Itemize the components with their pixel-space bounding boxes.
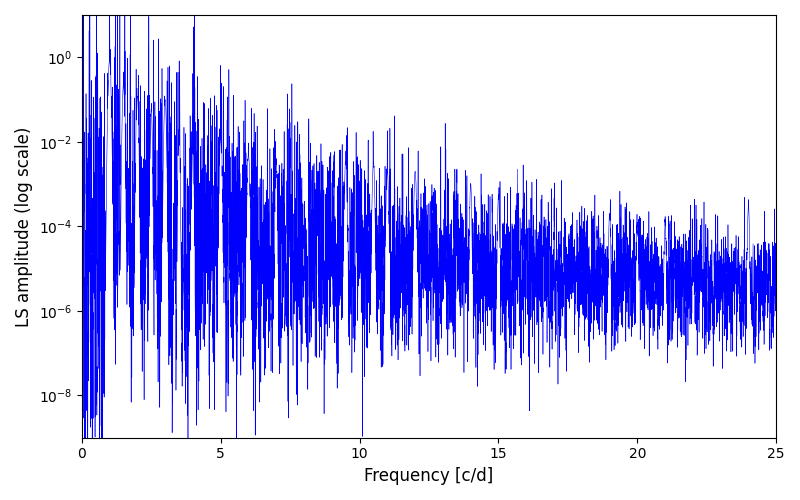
X-axis label: Frequency [c/d]: Frequency [c/d] [364, 467, 494, 485]
Y-axis label: LS amplitude (log scale): LS amplitude (log scale) [15, 126, 33, 326]
